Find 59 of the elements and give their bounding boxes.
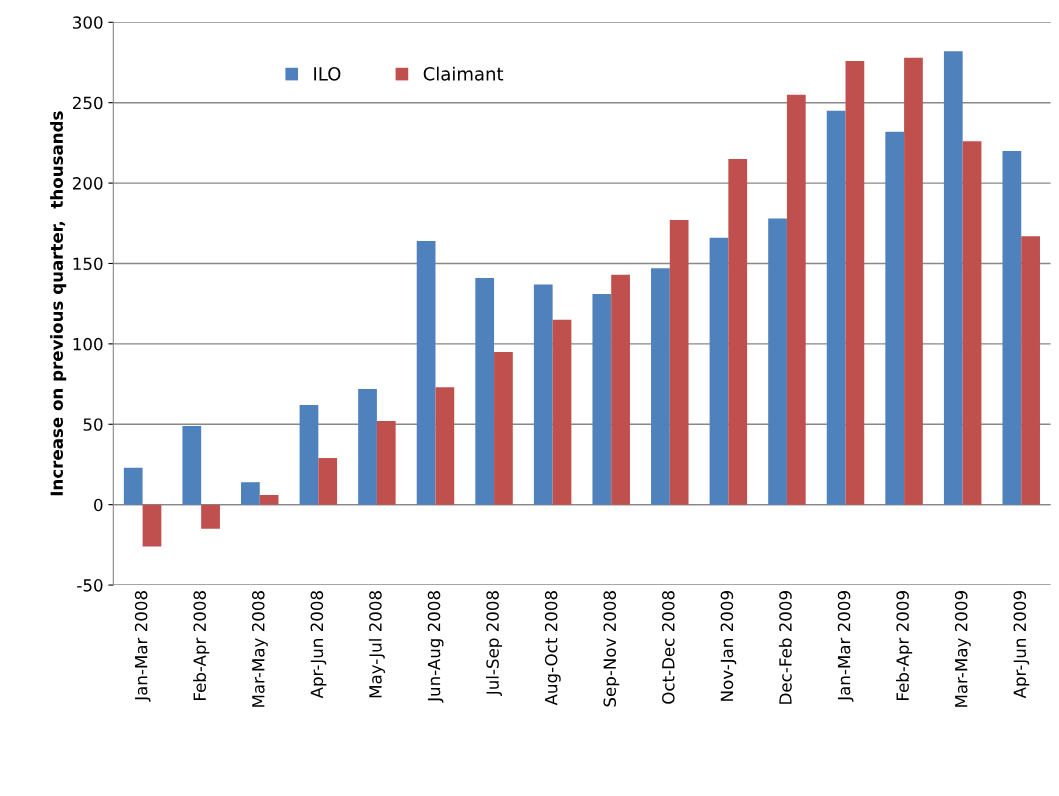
bar [1021, 236, 1040, 505]
x-tick-label: Apr-Jun 2008 [310, 591, 327, 699]
x-tick-label: Feb-Apr 2009 [896, 591, 913, 700]
bar [533, 284, 553, 505]
y-tick-label: 100 [73, 337, 103, 351]
bar [376, 421, 396, 505]
legend-label: Claimant [423, 66, 504, 81]
x-tick-label: Apr-Jun 2009 [1013, 591, 1030, 699]
bar [201, 504, 220, 529]
x-tick-label: Aug-Oct 2008 [544, 591, 561, 706]
x-tick-label: May-Jul 2008 [368, 591, 385, 698]
x-tick-label: Jan-Mar 2008 [134, 591, 151, 702]
y-tick-label: 50 [83, 418, 103, 431]
bar [943, 51, 963, 505]
bar [435, 387, 455, 505]
bar [552, 319, 572, 505]
bar [241, 482, 260, 505]
x-tick-label: Sep-Nov 2008 [603, 591, 620, 707]
bar [1002, 150, 1022, 505]
bar [358, 388, 377, 505]
x-tick-label: Jun-Aug 2008 [427, 591, 444, 703]
y-tick-label: 300 [73, 16, 103, 29]
bar [651, 268, 670, 505]
x-tick-label: Oct-Dec 2008 [662, 591, 675, 704]
x-tick-label: Mar-May 2008 [251, 591, 268, 707]
bar [962, 141, 982, 505]
bar [259, 495, 279, 505]
y-tick-label: 200 [73, 177, 103, 190]
y-tick-label: 150 [73, 257, 103, 271]
bar [142, 504, 162, 547]
y-tick-label: 250 [73, 96, 103, 110]
bar [318, 458, 338, 505]
y-axis-title: Increase on previous quarter, thousands [50, 111, 67, 496]
legend-label: ILO [314, 67, 341, 81]
bar [611, 274, 630, 505]
bar [123, 467, 143, 505]
bar [299, 404, 319, 505]
bar [786, 94, 806, 505]
bar [669, 220, 689, 505]
bar [768, 218, 787, 505]
x-tick-label: Feb-Apr 2008 [193, 591, 210, 700]
bar [709, 237, 729, 505]
bar [826, 110, 846, 505]
y-tick-label: 0 [94, 498, 103, 512]
x-tick-label: Mar-May 2009 [954, 591, 971, 707]
bar [494, 351, 513, 505]
x-tick-label: Dec-Feb 2009 [778, 591, 792, 704]
bar [592, 294, 612, 505]
bar [416, 240, 436, 505]
bar [885, 131, 905, 505]
x-tick-label: Jan-Mar 2009 [837, 591, 854, 702]
x-tick-label: Nov-Jan 2009 [720, 591, 737, 701]
x-tick-label: Jul-Sep 2008 [485, 591, 503, 697]
bar [475, 277, 495, 505]
bar [845, 60, 865, 505]
y-tick-label: -50 [77, 579, 103, 592]
bar [904, 57, 923, 505]
bar [728, 158, 748, 505]
bar [182, 425, 202, 505]
